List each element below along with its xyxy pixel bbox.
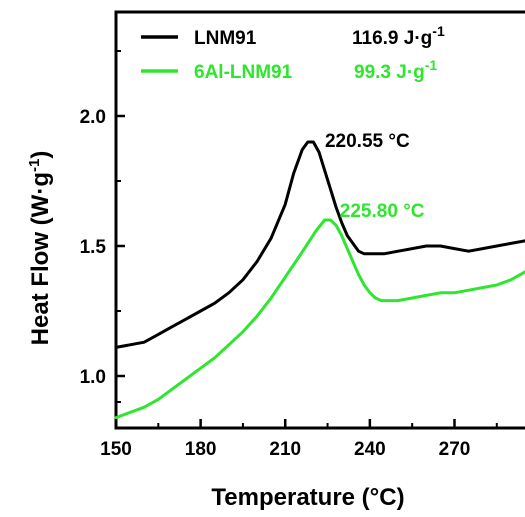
legend-enthalpy-1: 99.3 J·g-1: [354, 57, 437, 83]
plot-area: 150 180 210 240 270 1.0 1.5 2.0 220.55 °C 225.80…: [80, 10, 525, 460]
x-tick-label-1: 180: [185, 439, 217, 460]
x-tick-label-2: 210: [269, 439, 301, 460]
x-tick-label-0: 150: [100, 439, 132, 460]
legend-enthalpy-sup-0: -1: [432, 23, 445, 39]
y-axis-title-sup: -1: [26, 159, 43, 172]
legend-enthalpy-0: 116.9 J·g-1: [352, 23, 445, 49]
x-tick-label-3: 240: [354, 439, 386, 460]
y-tick-label-2: 2.0: [80, 107, 106, 128]
legend-label-0: LNM91: [194, 28, 257, 49]
y-tick-label-1: 1.5: [80, 237, 107, 258]
series-line-0: [114, 140, 525, 349]
x-tick-label-4: 270: [439, 439, 471, 460]
legend-enthalpy-main-1: 99.3 J·g: [354, 62, 425, 83]
series-line-1: [114, 218, 525, 420]
x-axis-title: Temperature (°C): [211, 484, 404, 511]
legend-enthalpy-sup-1: -1: [425, 57, 438, 73]
legend-label-1: 6Al-LNM91: [194, 62, 293, 83]
peak-annotations: 220.55 °C 225.80 °C: [325, 131, 425, 222]
y-tick-label-0: 1.0: [80, 367, 106, 388]
peak-label-1: 225.80 °C: [340, 201, 425, 222]
y-axis-title-main: Heat Flow (W·g: [27, 172, 54, 345]
plot-frame: [114, 10, 525, 430]
legend-enthalpy-main-0: 116.9 J·g: [352, 28, 432, 49]
axis-ticks: 150 180 210 240 270 1.0 1.5 2.0: [80, 50, 498, 460]
y-axis-title: Heat Flow (W·g-1): [26, 151, 54, 346]
peak-label-0: 220.55 °C: [325, 131, 410, 152]
y-axis-title-close: ): [27, 151, 54, 159]
series-group: [114, 140, 525, 420]
